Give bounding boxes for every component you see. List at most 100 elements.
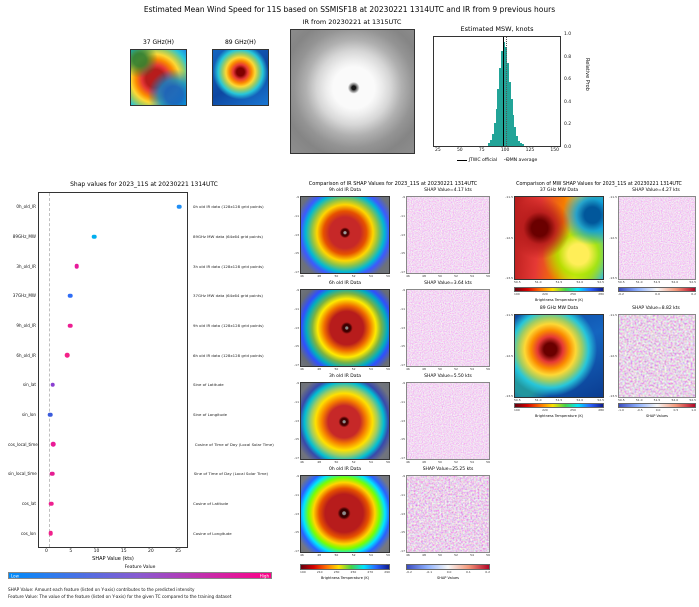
tick-label: 56: [386, 460, 390, 464]
tick-label: -11: [400, 213, 405, 218]
shap-rows: 0h_old_IR 0h old IR data (128x128 grid po…: [8, 192, 280, 548]
tick-label: -17: [294, 363, 299, 367]
image-y-ticks: -9 -11 -13 -15 -17: [400, 196, 405, 274]
tick-label: 52: [351, 274, 356, 278]
feature-description: 89GHz MW data (64x64 grid points): [193, 234, 263, 239]
tick-label: 52: [351, 367, 356, 371]
feature-name: sin_lon: [21, 412, 36, 418]
mw-row-shap-title: SHAP Value=8.82 kts: [632, 306, 680, 311]
tick-label: 52.5: [597, 280, 604, 284]
feature-name: sin_local_time: [8, 471, 37, 477]
tick-label: -11: [294, 213, 299, 218]
feature-plot-cell: [40, 429, 190, 459]
tick-label: -17: [400, 549, 405, 553]
tick-label: 1.0: [691, 408, 696, 412]
tick-label: -13: [294, 232, 299, 237]
shap-dot: [64, 352, 70, 358]
tick-label: 50.5: [618, 280, 625, 284]
tick-label: -13.5: [609, 394, 617, 398]
ir-data-image-wrap: 46 48 50 52 54 56 -9 -11 -13 -15 -17: [294, 475, 390, 557]
tick-label: 0.2: [485, 570, 490, 574]
shap-map-wrap: 46 48 50 52 54 56 -9 -11 -13 -15 -17: [400, 196, 490, 278]
histogram-title: Estimated MSW, knots: [460, 25, 534, 33]
tick-label: 54: [470, 460, 474, 464]
feature-description: 3h old IR data (128x128 grid points): [193, 263, 264, 269]
tick-label: 0.5: [673, 408, 679, 412]
tick-label: 48: [317, 553, 322, 557]
shap-feature-row: 9h_old_IR 9h old IR data (128x128 grid po…: [8, 311, 280, 341]
tick-label: 250: [350, 570, 357, 574]
image-x-ticks: 46 48 50 52 54 56: [406, 461, 490, 464]
tick-label: -13: [294, 325, 299, 330]
ir-shap-colorbar-ticks: -0.2 -0.1 0.0 0.1 0.2: [406, 571, 490, 574]
mw-data-image-37ghz: [514, 196, 604, 280]
tick-label: -17: [400, 363, 405, 367]
legend-jtwc-label: JTWC official: [468, 158, 498, 163]
mw-shap-map-wrap: 50.5 51.0 51.5 52.0 52.5 -11.5 -12.5 -13.5: [609, 196, 696, 284]
histogram-bar: [516, 135, 519, 146]
colorbar-low-label: Low: [11, 573, 19, 578]
image-x-ticks: 50.5 51.0 51.5 52.0 52.5: [514, 399, 604, 402]
mw-row-data-title: 37 GHz MW Data: [539, 188, 579, 193]
tick-label: -15: [400, 251, 405, 256]
tick-label: 0.1: [465, 570, 471, 574]
histogram-bar: [508, 81, 511, 146]
tick-label: 52: [351, 553, 356, 557]
ir-image-title: IR from 20230221 at 1315UTC: [302, 18, 402, 26]
colorbar-high-label: High: [259, 573, 269, 578]
tick-label: 280: [598, 292, 604, 296]
tick-label: 48: [317, 274, 322, 278]
feature-description: Cosine of Longitude: [193, 530, 232, 536]
shap-feature-row: cos_lat Cosine of Latitude: [8, 489, 280, 519]
tick-label: -9: [296, 474, 299, 478]
feature-name: 37GHz_MW: [12, 293, 36, 299]
tick-label: -9: [402, 195, 405, 199]
tick-label: 0.0: [655, 292, 660, 296]
tick-label: 56: [486, 553, 490, 557]
ir-bt-colorbar-ticks: 190 210 230 250 270 290: [300, 571, 390, 574]
tick-label: -17: [400, 456, 405, 460]
shap-dot: [91, 234, 97, 239]
tick-label: 52.0: [576, 398, 584, 402]
tick-label: 51.0: [534, 398, 542, 402]
shap-feature-row: sin_lon Sine of Longitude: [8, 400, 280, 430]
tick-label: 52.0: [671, 398, 679, 402]
tick-label: 190: [514, 292, 520, 296]
tick-label: -11.5: [505, 195, 513, 199]
feature-plot-cell: [38, 192, 188, 222]
tick-label: -11: [294, 399, 299, 404]
tick-label: -1.0: [618, 408, 624, 412]
mw-bt-colorbar-2: [514, 403, 604, 408]
tick-label: 56: [386, 553, 390, 557]
tick-label: -13: [400, 511, 405, 516]
jtwc-line: [503, 37, 505, 146]
tick-label: 250: [570, 408, 576, 412]
shap-panel-title: Shap values for 2023_11S at 20230221 131…: [70, 181, 218, 188]
shap-map-wrap: 46 48 50 52 54 56 -9 -11 -13 -15 -17: [400, 382, 490, 464]
feature-description: 0h old IR data (128x128 grid points): [193, 204, 264, 210]
mw-shap-colorbar-1-ticks: -0.2 0.0 0.2: [618, 293, 696, 296]
ir-row-shap-title: SHAP Value=4.17 kts: [424, 188, 472, 193]
tick-label: 56: [486, 367, 490, 371]
tick-label: -13.5: [505, 394, 513, 398]
mw89-label: 89 GHz(H): [224, 39, 257, 46]
tick-label: 220: [542, 408, 548, 412]
mw-bt-colorbar-2-ticks: 190 220 250 280: [514, 409, 604, 412]
tick-label: -15: [294, 251, 299, 256]
tick-label: 46: [406, 553, 410, 557]
histogram-legend: JTWC official DMN average: [421, 158, 573, 163]
ir-satellite-image: [290, 29, 415, 154]
feature-plot-cell: [39, 459, 189, 489]
histogram-bar: [497, 88, 500, 146]
tick-label: 190: [514, 408, 520, 412]
feature-name: 89GHz_MW: [12, 234, 36, 239]
histogram-bar: [518, 140, 520, 146]
feature-name: 0h_old_IR: [16, 204, 36, 210]
ir-bt-colorbar: [300, 564, 390, 570]
tick-label: -15: [400, 344, 405, 349]
image-y-ticks: -11.5 -12.5 -13.5: [505, 196, 513, 280]
image-x-ticks: 46 48 50 52 54 56: [300, 461, 390, 464]
tick-label: 0.0: [655, 408, 661, 412]
tick-label: 52.5: [597, 398, 604, 402]
